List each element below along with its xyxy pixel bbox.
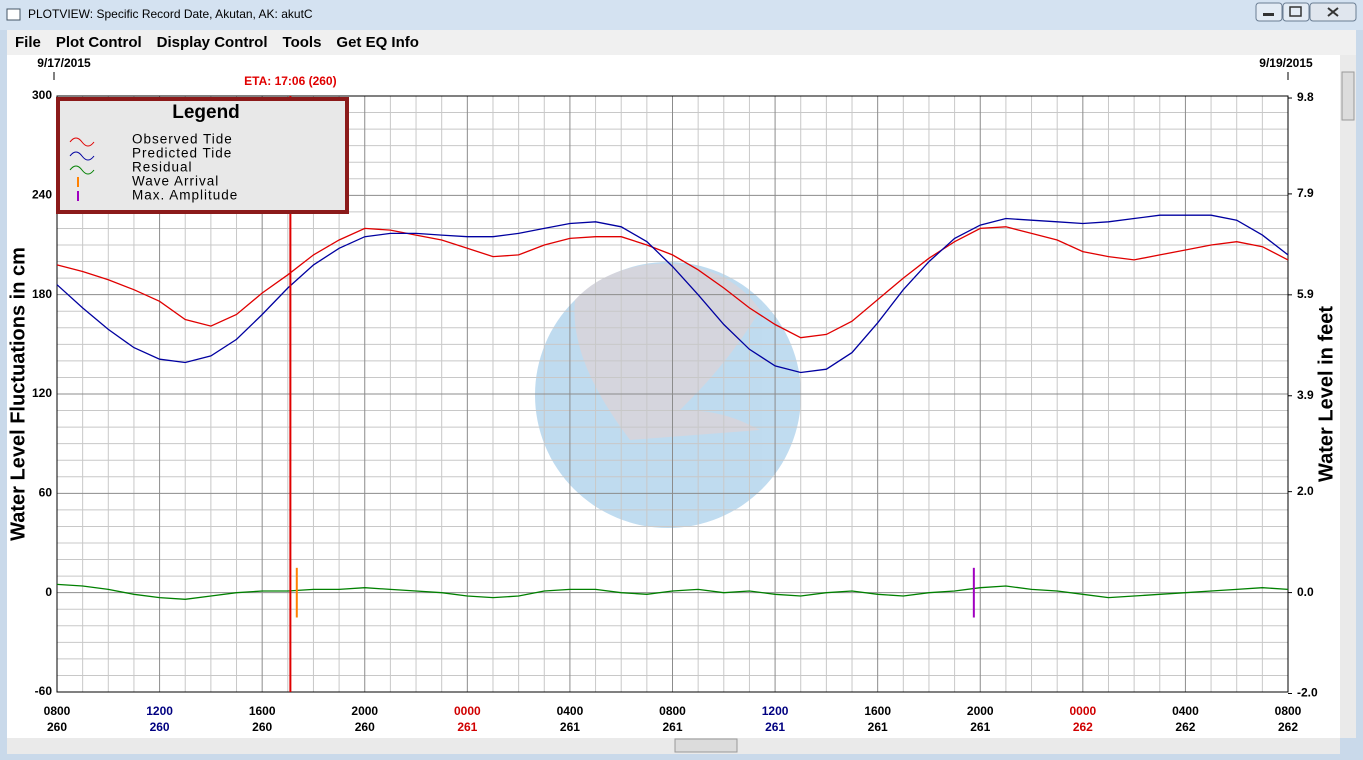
y2-tick-label: 3.9 [1297,388,1314,402]
legend-swatch [69,137,95,147]
minimize-button[interactable] [1255,2,1283,22]
x-tick-label: 0800 [659,704,686,718]
menu-item[interactable]: Plot Control [56,34,142,51]
close-icon [1327,7,1339,17]
eta-label: ETA: 17:06 (260) [244,74,336,88]
x-tick-day: 261 [765,720,785,734]
x-tick-day: 261 [970,720,990,734]
y2-tick-label: -2.0 [1297,686,1318,700]
x-tick-label: 1600 [249,704,276,718]
y2-axis-title: Water Level in feet [1315,306,1337,482]
x-tick-day: 261 [662,720,682,734]
y2-tick-label: 5.9 [1297,287,1314,301]
horizontal-scroll-thumb[interactable] [674,738,738,753]
maximize-button[interactable] [1282,2,1310,22]
menu-item[interactable]: Get EQ Info [336,34,419,51]
window-title: PLOTVIEW: Specific Record Date, Akutan, … [28,7,313,21]
menu-item[interactable]: Tools [283,34,322,51]
watermark [535,262,801,528]
vertical-scrollbar[interactable] [1340,55,1356,738]
series-line [56,226,1289,339]
minimize-icon [1263,13,1274,16]
y-tick-label: 180 [32,287,52,301]
x-tick-day: 262 [1073,720,1093,734]
y-tick-label: -60 [35,684,53,698]
menu-item[interactable]: Display Control [157,34,268,51]
x-tick-label: 0400 [1172,704,1199,718]
x-tick-label: 1600 [864,704,891,718]
x-tick-day: 262 [1175,720,1195,734]
x-tick-label: 1200 [762,704,789,718]
y2-tick-label: 0.0 [1297,585,1314,599]
x-tick-day: 260 [355,720,375,734]
series-line [56,583,1289,600]
x-tick-day: 260 [47,720,67,734]
end-date: 9/19/2015 [1259,56,1313,70]
legend-swatch [69,165,95,175]
y2-tick-label: 7.9 [1297,186,1314,200]
y-tick-label: 120 [32,386,52,400]
legend-title: Legend [172,102,240,123]
x-tick-day: 260 [252,720,272,734]
y-tick-label: 240 [32,188,52,202]
x-tick-day: 261 [457,720,477,734]
x-tick-label: 0800 [1275,704,1302,718]
x-tick-label: 0400 [557,704,584,718]
x-tick-day: 261 [868,720,888,734]
plot: -60 0 60 120 180 240 300 -2.0 0.0 2.0 3.9 5.9 7.9 9.8… [7,56,1337,734]
x-tick-label: 2000 [351,704,378,718]
x-tick-label: 1200 [146,704,173,718]
horizontal-scrollbar[interactable] [7,738,1340,754]
x-tick-label: 0000 [1069,704,1096,718]
plot-frame [56,95,1289,693]
y-tick-label: 0 [45,585,52,599]
y-axis-title: Water Level Fluctuations in cm [7,247,29,541]
legend-box [56,97,349,214]
x-tick-day: 260 [150,720,170,734]
x-tick-day: 261 [560,720,580,734]
app-icon [6,8,21,21]
start-date: 9/17/2015 [37,56,91,70]
y-tick-label: 60 [39,486,53,500]
legend-label: Residual [132,160,193,175]
legend-label: Observed Tide [132,132,233,147]
menu-bar [7,30,1356,55]
legend-label: Wave Arrival [132,174,219,189]
series-line [56,214,1289,374]
maximize-icon [1289,6,1302,17]
watermark-circle [535,262,801,528]
x-tick-day: 262 [1278,720,1298,734]
x-tick-label: 2000 [967,704,994,718]
vertical-scroll-thumb[interactable] [1341,71,1355,121]
legend-swatch [69,151,95,161]
x-tick-label: 0000 [454,704,481,718]
menu: File Plot Control Display Control Tools Get … [15,34,419,51]
y2-tick-label: 9.8 [1297,90,1314,104]
legend-label: Predicted Tide [132,146,232,161]
x-tick-label: 0800 [44,704,71,718]
y-tick-label: 300 [32,88,52,102]
legend-label: Max. Amplitude [132,188,238,203]
y2-tick-label: 2.0 [1297,484,1314,498]
title-bar [0,0,1363,30]
menu-item[interactable]: File [15,34,41,51]
